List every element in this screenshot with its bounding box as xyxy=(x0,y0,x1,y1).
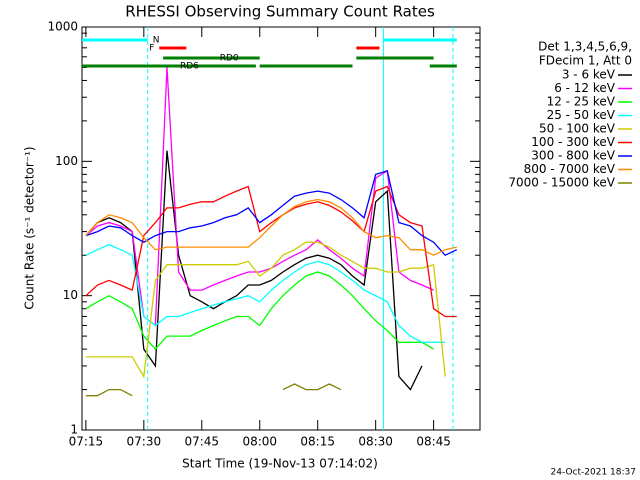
y-tick-label: 1 xyxy=(70,423,78,437)
series-line xyxy=(85,271,434,351)
legend-label: 12 - 25 keV xyxy=(547,95,616,109)
x-tick-label: 07:15 xyxy=(69,435,104,449)
legend-label: 3 - 6 keV xyxy=(562,68,616,82)
y-axis-label: Count Rate (s⁻¹ detector⁻¹) xyxy=(23,146,37,309)
flag-label: N xyxy=(153,36,160,46)
chart-title: RHESSI Observing Summary Count Rates xyxy=(125,3,435,21)
flag-label: RD0 xyxy=(220,54,239,64)
legend-label: 50 - 100 keV xyxy=(539,122,616,136)
legend-header: Det 1,3,4,5,6,9, xyxy=(538,40,632,54)
y-tick-label: 1000 xyxy=(47,20,78,34)
flag-label: F xyxy=(149,44,154,54)
legend-header: FDecim 1, Att 0 xyxy=(539,54,632,68)
x-tick-label: 08:00 xyxy=(242,435,277,449)
legend-label: 100 - 300 keV xyxy=(531,135,615,149)
y-tick-label: 100 xyxy=(55,154,78,168)
x-tick-label: 08:15 xyxy=(300,435,335,449)
series-line xyxy=(85,169,458,256)
y-tick-label: 10 xyxy=(63,288,78,302)
legend-label: 6 - 12 keV xyxy=(554,81,616,95)
series-line xyxy=(86,384,445,406)
legend-label: 7000 - 15000 keV xyxy=(508,176,615,190)
series-line xyxy=(85,198,457,256)
legend-label: 800 - 7000 keV xyxy=(524,162,616,176)
x-axis-label: Start Time (19-Nov-13 07:14:02) xyxy=(182,457,378,471)
series-line xyxy=(85,243,446,343)
flag-label: RD6 xyxy=(180,62,199,72)
plot-frame xyxy=(81,26,481,431)
legend-label: 300 - 800 keV xyxy=(531,149,615,163)
x-tick-label: 07:30 xyxy=(127,435,162,449)
x-tick-label: 07:45 xyxy=(184,435,219,449)
series-line xyxy=(85,241,446,379)
x-tick-label: 08:30 xyxy=(358,435,393,449)
x-tick-label: 08:45 xyxy=(416,435,451,449)
legend-label: 25 - 50 keV xyxy=(547,108,616,122)
footer: 24-Oct-2021 18:37 xyxy=(551,468,636,478)
series-line xyxy=(85,150,423,391)
